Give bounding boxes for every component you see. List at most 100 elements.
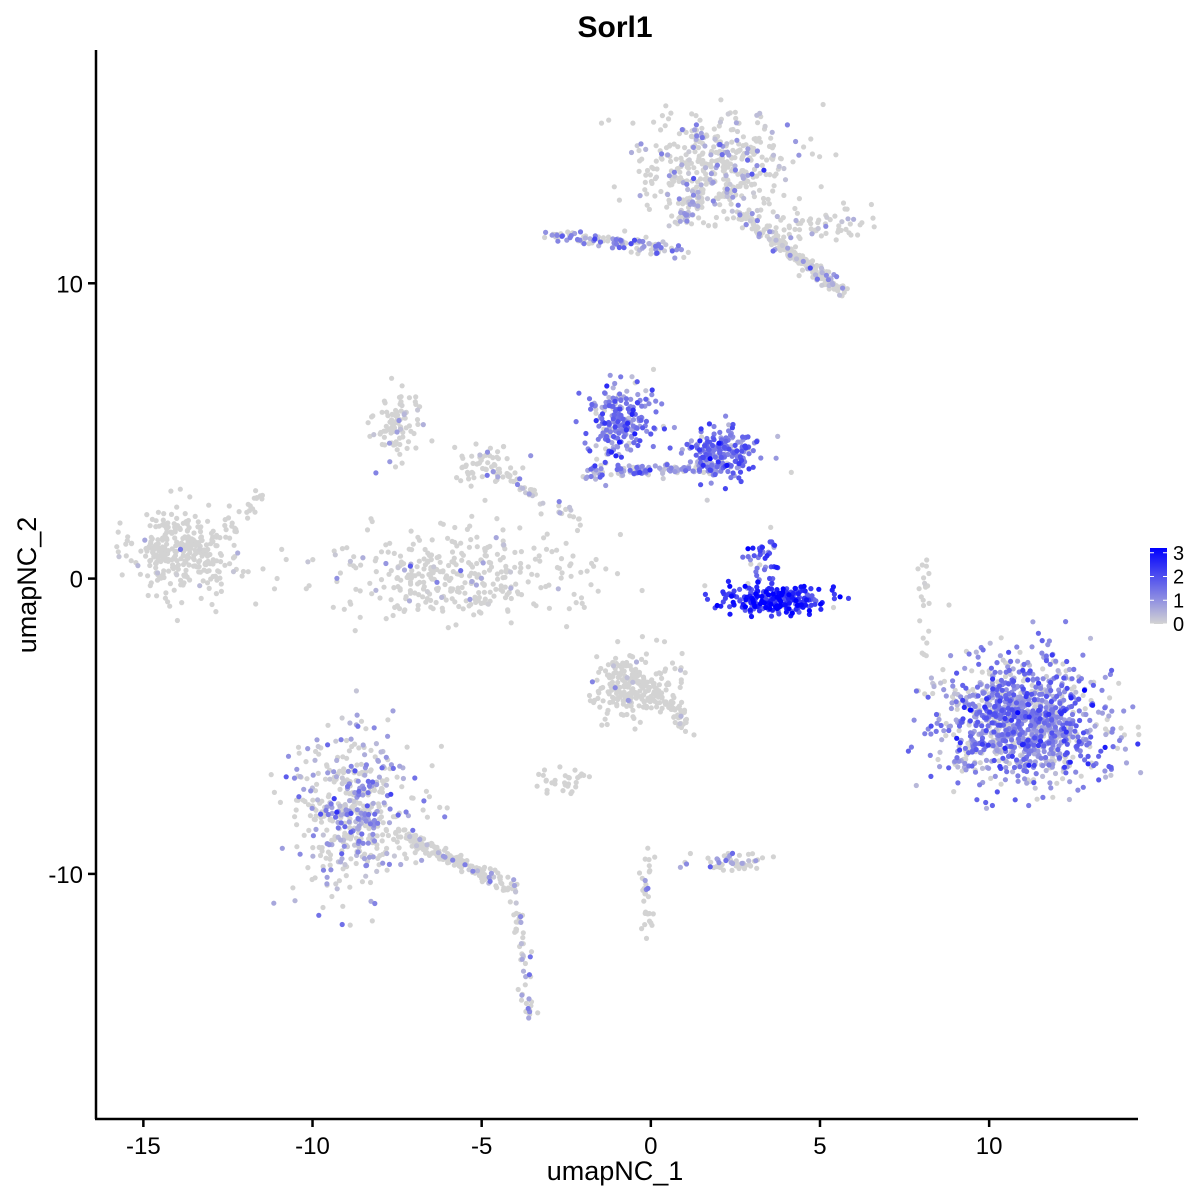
cell-point [941,728,947,734]
cell-point [1069,711,1076,718]
cell-point [700,454,706,460]
cell-point [946,727,952,734]
cell-point [493,883,499,889]
cell-point [149,536,155,542]
cell-point [807,265,813,271]
cell-point [502,584,508,590]
cell-point [621,245,627,251]
cell-point [1053,658,1059,664]
cell-point [733,149,740,155]
cell-point [1002,715,1008,722]
cell-point [1034,728,1040,735]
cell-point [1114,745,1121,751]
cell-point [1054,693,1060,700]
cell-point [383,782,389,788]
cell-point [518,914,524,920]
cell-point [716,864,722,870]
cell-point [593,443,599,449]
cell-point [1022,776,1028,782]
cell-point [379,786,385,792]
cell-point [362,823,368,829]
cell-point [343,873,349,879]
cell-point [594,677,600,683]
cell-point [383,560,389,567]
cell-point [684,181,690,187]
cell-point [144,547,150,553]
cell-point [1031,697,1037,703]
cell-point [1017,649,1023,655]
cell-point [324,881,330,887]
cell-point [747,607,753,613]
cell-point [1033,771,1039,777]
x-tick-label: 10 [976,1133,1003,1160]
cell-point [778,217,784,223]
cell-point [658,155,664,161]
cell-point [223,527,229,533]
cell-point [812,601,818,607]
cell-point [233,526,239,532]
cell-point [415,602,421,609]
cell-point [487,866,493,872]
cell-point [686,157,692,163]
cell-point [560,788,566,794]
cell-point [697,176,704,182]
cell-point [510,478,516,485]
cell-point [617,391,623,397]
cell-point [628,447,634,453]
cell-point [138,548,144,554]
cell-point [574,527,581,534]
cell-point [679,650,685,657]
cell-point [422,546,428,553]
cell-point [310,845,316,851]
cell-point [756,231,763,237]
cell-point [557,764,563,770]
cell-point [931,683,937,690]
cell-point [501,885,507,891]
cell-point [763,171,769,178]
cell-point [338,737,344,743]
cell-point [696,156,702,162]
cell-point [793,217,799,224]
cell-point [1095,709,1102,715]
cell-point [337,803,343,809]
cell-point [398,577,404,583]
cell-point [540,500,546,506]
cell-point [476,609,482,615]
cell-point [373,555,379,561]
cell-point [1054,714,1060,720]
cell-point [621,668,627,674]
cell-point [754,148,761,154]
cell-point [245,515,251,521]
cell-point [353,688,359,694]
cell-point [421,579,427,585]
cell-point [835,229,841,235]
cell-point [724,186,730,192]
cell-point [740,134,747,140]
cell-point [737,212,743,218]
cell-point [648,247,654,253]
cell-point [771,173,778,179]
cell-point [630,654,636,660]
cell-point [222,562,228,568]
cell-point [629,411,635,417]
cell-point [596,669,602,675]
cell-point [636,679,643,685]
cell-point [770,209,776,215]
cell-point [735,183,741,189]
cell-point [180,535,186,542]
cell-point [624,388,630,394]
cell-point [386,571,392,577]
cell-point [399,460,405,466]
cell-point [495,474,501,480]
cell-point [977,709,983,715]
cell-point [589,401,595,408]
cell-point [623,443,630,449]
cell-point [721,444,728,450]
cell-point [525,1005,531,1012]
cell-point [1052,724,1058,730]
cell-point [637,469,643,476]
cell-point [1062,759,1068,765]
cell-point [765,196,771,202]
cell-point [602,716,608,722]
cell-point [154,543,160,550]
